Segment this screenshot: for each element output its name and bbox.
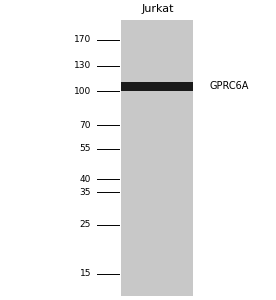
Text: 55: 55 [79,144,91,153]
Text: 35: 35 [79,188,91,197]
Text: 15: 15 [79,269,91,278]
Bar [121,20,193,296]
Text: 40: 40 [80,175,91,184]
Text: GPRC6A: GPRC6A [210,81,249,91]
Text: 130: 130 [74,61,91,70]
Text: Jurkat: Jurkat [141,4,174,14]
Text: 100: 100 [74,86,91,95]
Text: 25: 25 [80,220,91,229]
Text: 170: 170 [74,35,91,44]
Text: 70: 70 [79,121,91,130]
Bar [121,82,193,91]
